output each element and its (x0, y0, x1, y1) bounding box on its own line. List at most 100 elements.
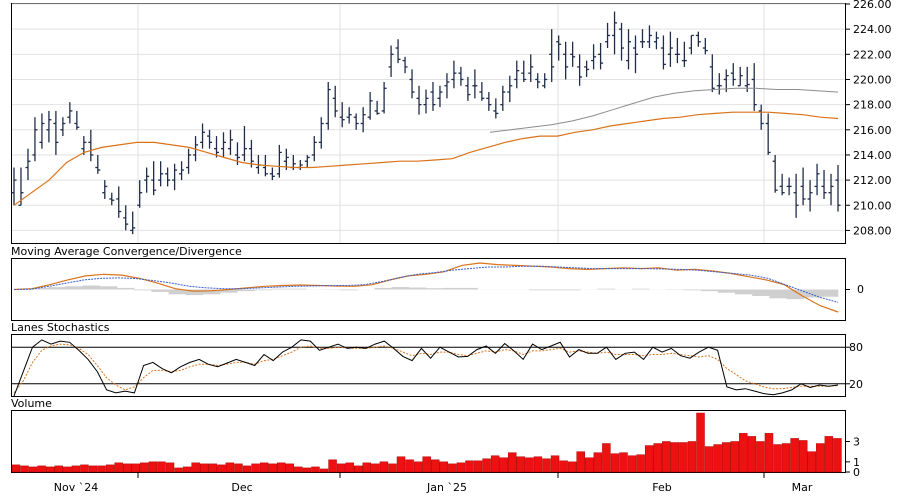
volume-bar (636, 454, 645, 473)
ohlc-bar (367, 92, 373, 120)
price-tick-label: 212.00 (853, 174, 892, 187)
x-tick-label: Jan `25 (426, 481, 467, 494)
ohlc-bar (60, 117, 66, 137)
ohlc-bar (137, 180, 143, 208)
volume-bar (619, 452, 628, 473)
ohlc-bar (123, 205, 129, 231)
macd-histogram-bar (117, 287, 135, 290)
volume-bar (319, 468, 329, 473)
volume-panel-title: Volume (11, 397, 52, 410)
volume-bar (37, 465, 46, 473)
ohlc-bar (416, 85, 422, 115)
volume-bar (542, 458, 551, 473)
ohlc-bar (514, 60, 520, 89)
volume-bar (405, 459, 414, 473)
ohlc-bar (577, 54, 583, 86)
ohlc-bar (528, 54, 534, 82)
volume-bar (533, 456, 543, 473)
ohlc-bar (667, 31, 673, 67)
ohlc-bar (632, 35, 638, 74)
ohlc-bar (765, 113, 771, 155)
ohlc-bar (423, 89, 429, 114)
x-axis: Nov `24 Dec Jan `25 Feb Mar (54, 472, 813, 494)
volume-bar (448, 463, 457, 473)
ohlc-bar (388, 45, 394, 77)
ohlc-bar (346, 107, 352, 124)
macd-histogram-bar (460, 287, 478, 290)
ohlc-bar (374, 100, 380, 115)
ohlc-bar (695, 31, 701, 47)
ohlc-bar (332, 85, 338, 118)
ohlc-bar (158, 161, 164, 187)
ohlc-bar (214, 136, 220, 158)
price-tick-label: 214.00 (853, 149, 892, 162)
macd-histogram-bar (391, 287, 410, 290)
ohlc-bar (269, 167, 275, 181)
stochastics-panel-title: Lanes Stochastics (11, 321, 110, 334)
ohlc-bar (297, 159, 303, 171)
ohlc-bar (639, 29, 645, 49)
price-tick-label: 218.00 (853, 99, 892, 112)
macd-histogram-bar (168, 289, 186, 295)
volume-bar (559, 460, 568, 473)
volume-bar (199, 463, 209, 473)
volume-tick-label: 3 (853, 436, 860, 449)
price-tick-label: 216.00 (853, 124, 892, 137)
macd-histogram-bar (340, 289, 358, 291)
macd-histogram-bar (735, 289, 753, 295)
stochastics-panel-frame (11, 334, 846, 397)
volume-bar (345, 462, 354, 473)
volume-bar (824, 436, 834, 473)
ohlc-bar (486, 92, 492, 111)
macd-histogram-bar (271, 288, 289, 290)
volume-bar (114, 462, 123, 473)
volume-bar (422, 456, 431, 473)
volume-bar (379, 461, 389, 473)
volume-bar (550, 455, 560, 473)
volume-bar (11, 464, 21, 473)
ohlc-bar (207, 129, 213, 149)
macd-histogram-bar (443, 287, 461, 290)
volume-bar (63, 466, 72, 473)
macd-line (13, 262, 839, 313)
volume-bar (798, 440, 808, 473)
volume-bar (277, 462, 286, 473)
ohlc-bar (807, 180, 813, 212)
ohlc-bar (821, 170, 827, 199)
ohlc-bar (276, 144, 282, 178)
ohlc-bar (800, 167, 806, 206)
ohlc-bar (646, 25, 652, 49)
volume-bar (362, 462, 372, 473)
ohlc-bar (758, 104, 764, 130)
macd-histogram-bar (48, 287, 66, 290)
ohlc-bar (751, 63, 757, 111)
macd-histogram-bar (65, 286, 83, 290)
volume-bar (388, 463, 397, 473)
ohlc-bar (53, 110, 59, 155)
macd-histogram-bar (408, 287, 427, 290)
ohlc-bar (674, 37, 680, 64)
macd-histogram-bar (563, 289, 581, 291)
ohlc-bar (479, 81, 485, 101)
macd-histogram-bar (82, 285, 101, 290)
macd-histogram (14, 285, 839, 300)
macd-histogram-bar (820, 289, 839, 297)
volume-tick-label: 0 (853, 466, 860, 479)
ohlc-bar (430, 81, 436, 111)
ohlc-bar (591, 44, 597, 70)
ohlc-bar (786, 177, 792, 196)
macd-histogram-bar (597, 288, 616, 290)
volume-bar (696, 412, 705, 473)
macd-histogram-bar (700, 289, 719, 292)
volume-bar (516, 456, 526, 473)
moving-average-long-line (489, 87, 839, 133)
stochastics-y-axis: 80 20 (845, 341, 863, 391)
volume-bar (294, 466, 303, 473)
ohlc-bar (409, 69, 415, 99)
ohlc-bar (451, 60, 457, 89)
ohlc-bar (67, 102, 73, 124)
macd-histogram-bar (769, 289, 787, 299)
ohlc-bar (88, 129, 94, 162)
volume-bar (585, 457, 594, 473)
ohlc-bar (542, 73, 548, 89)
